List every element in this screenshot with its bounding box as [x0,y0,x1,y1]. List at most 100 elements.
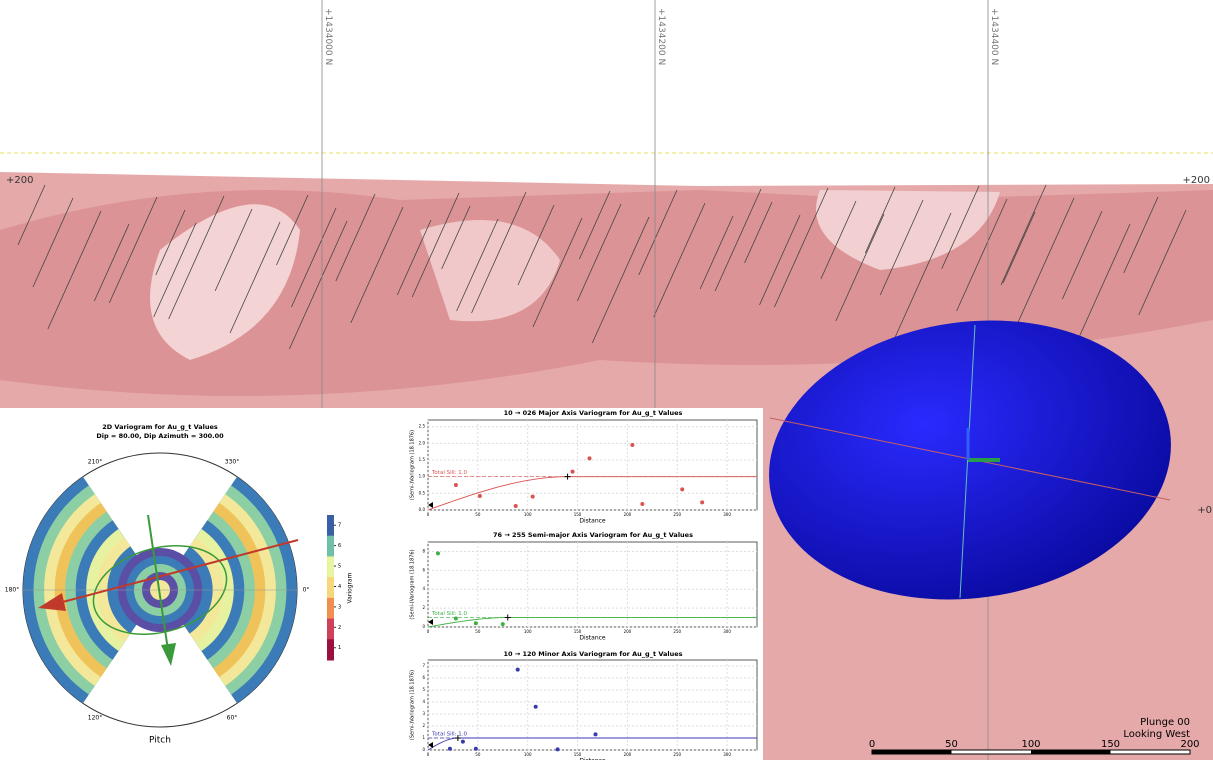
plot-frame [427,419,758,511]
colorbar-tick-label: 1 [338,645,341,651]
x-tick-label: 0 [427,512,430,517]
x-tick-label: 200 [624,629,632,634]
point [513,504,518,508]
y-tick-label: 0.0 [419,507,426,512]
y-tick-label: 0 [422,624,425,629]
drillhole [744,201,773,264]
drillhole [759,214,801,306]
x-tick-label: 200 [624,752,632,757]
point [500,622,505,627]
axis-line [959,324,976,599]
scale-label: 100 [1021,739,1040,750]
x-tick-label: 150 [574,512,582,517]
y-tick-label: 7 [422,663,425,668]
major-arrow-head [38,593,66,611]
x-axis-label: Distance [579,635,606,642]
elev-label: +0 [1197,505,1212,516]
drillhole [441,205,471,270]
range-marker [504,614,511,621]
chart-title: 76 → 255 Semi-major Axis Variogram for A… [493,531,693,539]
drillhole [229,221,281,334]
drillhole [108,196,158,304]
y-axis-label: (Semi-)Variogram (18.1876) [410,430,416,500]
plunge: Plunge 00 [1140,717,1190,728]
x-tick-label: 100 [524,752,532,757]
y-tick-label: 0.5 [419,490,426,495]
drillhole [1002,211,1036,284]
drillhole [155,209,186,276]
variogram-charts: 10 → 026 Major Axis Variogram for Au_g_t… [410,409,758,760]
drillhole [576,203,622,302]
x-tick-label: 0 [427,629,430,634]
y-axis-label: (Semi-)Variogram (18.1876) [410,549,416,619]
x-tick-label: 250 [673,752,681,757]
drillhole [653,202,706,318]
drillhole [17,184,46,246]
model-curve [427,737,757,751]
range-marker [564,473,571,480]
drillhole [714,188,762,292]
colorbar-tick-label: 4 [338,584,341,590]
y-tick-label: 5 [422,687,425,692]
x-tick-label: 50 [475,512,481,517]
colorbar-tick-label: 7 [338,523,341,529]
scale-label: 0 [869,739,875,750]
drillhole [517,204,555,286]
angle-label: 120° [88,715,102,722]
point [640,502,645,506]
y-tick-label: 6 [422,567,425,572]
drillhole [1123,196,1159,274]
x-tick-label: 50 [475,752,481,757]
looking: Looking West [1123,729,1190,740]
colorbar-segment [327,577,334,599]
point [435,551,440,556]
nugget-marker [428,502,433,508]
drillholes [17,184,1187,350]
drillhole [276,194,309,266]
point [477,494,482,498]
drillhole [835,213,885,322]
x-axis-label: Distance [579,518,606,525]
drillhole [638,189,678,276]
y-tick-label: 3 [422,711,425,716]
drillhole [456,218,499,312]
point [473,621,478,626]
scale-segment [872,750,952,754]
domain-light [816,190,1000,270]
x-tick-label: 300 [723,752,731,757]
plot-frame [427,659,758,751]
x-tick-label: 300 [723,629,731,634]
drillhole [335,193,376,282]
scale-label: 150 [1101,739,1120,750]
colorbar-tick-label: 3 [338,604,341,610]
drillhole [93,223,130,302]
colorbar-segment [327,597,334,620]
y-axis-label: (Semi-)Variogram (18.1876) [410,670,416,740]
x-axis-label: Distance [579,758,606,760]
colorbar-tick-label: 2 [338,625,341,631]
minor-arrow [147,514,169,651]
x-tick-label: 100 [524,512,532,517]
elev-label: +200 [6,175,33,186]
colorbar-segment [327,535,334,557]
drillhole [579,190,611,260]
polar-subtitle: Dip = 80.00, Dip Azimuth = 300.00 [96,432,224,440]
point [473,746,478,751]
point [700,500,705,505]
drillhole [396,219,432,296]
point [593,732,598,737]
sill-label: Total Sill: 1.0 [431,470,468,476]
angle-label: 210° [88,459,102,466]
drillhole [774,187,829,308]
y-tick-label: 4 [422,699,425,704]
point [533,704,538,709]
northing-label: +1434000 N [323,8,333,65]
drillhole [411,192,460,298]
drillhole [1062,210,1103,300]
point [570,469,575,474]
y-tick-label: 2 [422,605,425,610]
point [587,456,592,461]
point [453,616,458,621]
drillhole [1015,197,1075,328]
polar-title: 2D Variogram for Au_g_t Values [102,423,218,431]
